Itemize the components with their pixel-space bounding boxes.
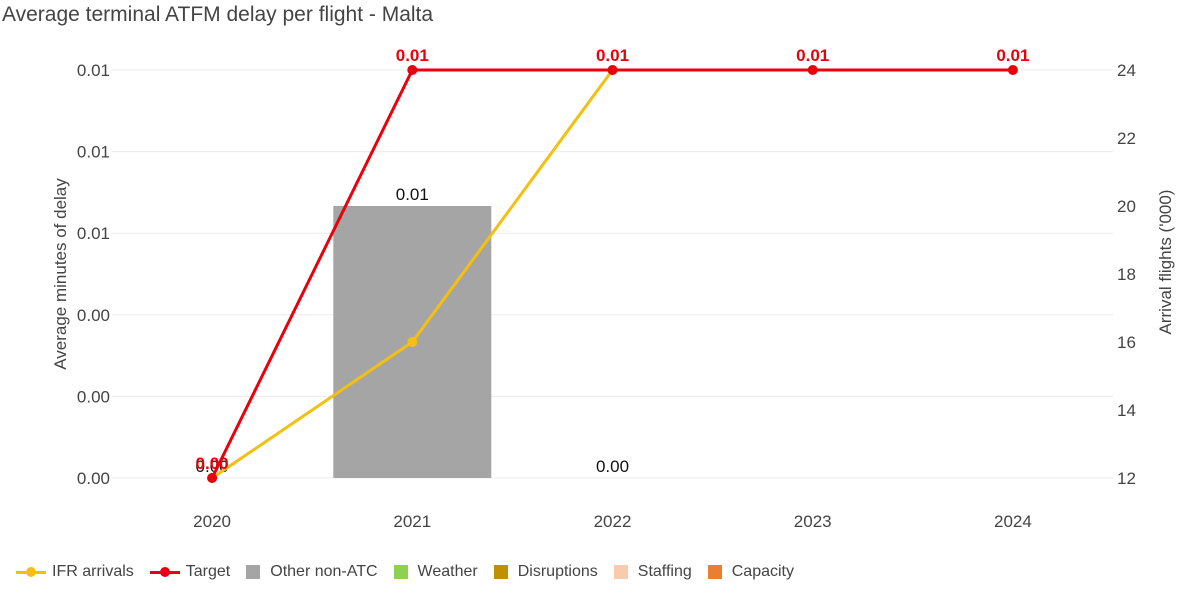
point-target: [607, 65, 618, 75]
point-target: [207, 473, 218, 483]
legend-item-other-non-atc[interactable]: Other non-ATC: [246, 563, 378, 581]
x-tick-label: 2024: [994, 512, 1032, 531]
y-right-tick-label: 12: [1117, 469, 1136, 488]
legend-swatch-other-non-atc: [246, 565, 261, 579]
data-label-target: 0.01: [796, 46, 829, 65]
legend-swatch-capacity: [707, 565, 722, 579]
y-left-tick-label: 0.00: [77, 469, 110, 488]
legend-label: IFR arrivals: [52, 563, 134, 580]
y-right-tick-label: 20: [1117, 197, 1136, 216]
x-tick-label: 2021: [393, 512, 431, 531]
legend-item-weather[interactable]: Weather: [393, 563, 478, 581]
chart-title: Average terminal ATFM delay per flight -…: [2, 3, 434, 26]
y-left-axis-title: Average minutes of delay: [51, 178, 70, 370]
y-right-tick-label: 24: [1117, 61, 1136, 80]
data-label-target: 0.01: [596, 46, 629, 65]
data-label-target: 0.01: [996, 46, 1029, 65]
legend-label: Disruptions: [517, 563, 598, 580]
legend-marker-ifr-arrivals: [16, 565, 46, 579]
data-label-target: 0.01: [396, 46, 429, 65]
point-target: [807, 65, 818, 75]
legend-item-staffing[interactable]: Staffing: [613, 563, 692, 581]
y-right-axis-title: Arrival flights ('000): [1156, 190, 1175, 335]
x-tick-label: 2023: [794, 512, 832, 531]
legend-label: Target: [185, 563, 231, 580]
y-right-tick-label: 14: [1117, 401, 1136, 420]
bar-total-label: 0.00: [596, 457, 629, 476]
x-tick-label: 2020: [193, 512, 231, 531]
y-left-tick-label: 0.00: [77, 387, 110, 406]
y-right-tick-label: 16: [1117, 333, 1136, 352]
x-tick-label: 2022: [594, 512, 632, 531]
y-left-tick-label: 0.01: [77, 61, 110, 80]
legend-label: Other non-ATC: [270, 563, 378, 580]
legend-item-capacity[interactable]: Capacity: [707, 563, 794, 581]
legend-label: Weather: [417, 563, 478, 580]
legend-marker-target: [149, 565, 180, 579]
line-target: [210, 68, 1013, 479]
point-target: [1007, 65, 1018, 75]
legend: IFR arrivals Target Other non-ATC Weathe…: [16, 560, 810, 584]
legend-label: Staffing: [637, 563, 692, 580]
bar-total-label: 0.01: [396, 185, 429, 204]
y-left-tick-label: 0.01: [77, 143, 110, 162]
legend-swatch-disruptions: [493, 565, 508, 579]
y-right-tick-label: 18: [1117, 265, 1136, 284]
legend-swatch-weather: [393, 565, 408, 579]
legend-item-target[interactable]: Target: [149, 563, 231, 581]
legend-label: Capacity: [731, 563, 794, 580]
legend-item-disruptions[interactable]: Disruptions: [493, 563, 598, 581]
y-left-tick-label: 0.00: [77, 306, 110, 325]
legend-item-ifr-arrivals[interactable]: IFR arrivals: [16, 563, 134, 581]
point-target: [407, 65, 418, 75]
data-label-target: 0.00: [196, 454, 229, 473]
y-right-tick-label: 22: [1117, 129, 1136, 148]
point-ifr-arrivals: [407, 337, 418, 347]
y-left-tick-label: 0.01: [77, 224, 110, 243]
legend-swatch-staffing: [613, 565, 628, 579]
